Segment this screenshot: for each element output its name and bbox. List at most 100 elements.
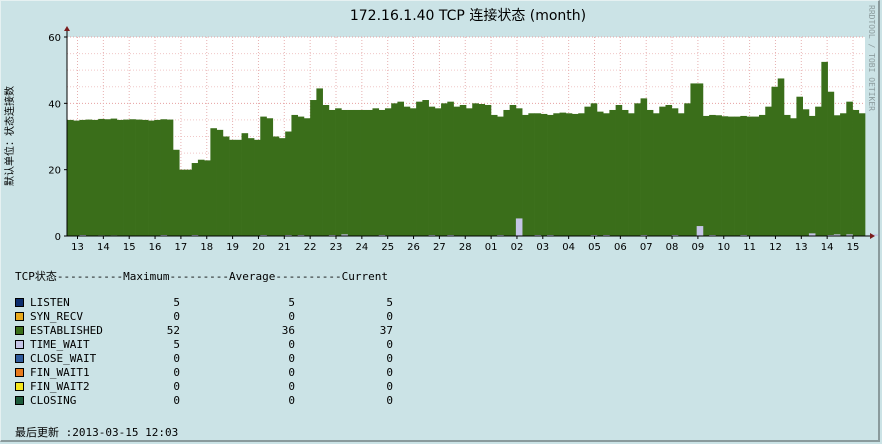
- chart-title: 172.16.1.40 TCP 连接状态 (month): [350, 7, 586, 24]
- bar-established: [172, 149, 180, 236]
- legend-name: TIME_WAIT: [30, 338, 90, 351]
- x-tick-label: 21: [278, 242, 291, 253]
- bar-time-wait: [808, 233, 816, 236]
- x-tick-label: 18: [200, 242, 213, 253]
- bar-established: [422, 100, 429, 237]
- legend-row: FIN_WAIT2 0 0 0: [15, 380, 393, 394]
- bar-established: [677, 113, 685, 236]
- bar-established: [260, 116, 267, 236]
- bar-established: [852, 109, 860, 236]
- bar-established: [646, 109, 654, 236]
- bar-established: [197, 159, 205, 236]
- legend-maximum: 0: [173, 352, 180, 365]
- bar-established: [378, 109, 386, 236]
- bar-established: [110, 118, 118, 236]
- bar-established: [833, 115, 841, 236]
- bar-established: [522, 114, 529, 236]
- bar-established: [740, 115, 747, 236]
- legend-average: 0: [288, 366, 295, 379]
- bar-established: [765, 106, 772, 237]
- legend-row: ESTABLISHED 52 36 37: [15, 324, 393, 338]
- bar-established: [621, 109, 629, 236]
- bar-established: [752, 116, 760, 236]
- bar-established: [247, 138, 255, 236]
- bar-established: [397, 101, 404, 236]
- last-updated: 最后更新 :2013-03-15 12:03: [15, 426, 179, 439]
- bar-established: [628, 113, 635, 236]
- legend-maximum: 0: [173, 394, 180, 407]
- y-axis-label: 默认单位：状态连接数: [3, 86, 16, 186]
- x-tick-label: 06: [614, 242, 627, 253]
- bar-established: [360, 109, 367, 236]
- bar-established: [696, 83, 704, 237]
- legend-current: 0: [386, 352, 393, 365]
- legend-swatch: [15, 396, 24, 405]
- bar-established: [808, 115, 816, 236]
- x-tick-label: 20: [252, 242, 265, 253]
- x-tick-label: 08: [666, 242, 679, 253]
- x-tick-label: 13: [795, 242, 808, 253]
- bar-established: [827, 91, 835, 236]
- bar-established: [547, 114, 554, 236]
- bar-established: [166, 119, 174, 236]
- bar-time-wait: [833, 234, 841, 236]
- bar-established: [241, 133, 249, 236]
- bar-established: [478, 104, 486, 236]
- bar-established: [154, 119, 161, 236]
- legend-current: 0: [386, 310, 393, 323]
- legend-maximum: 5: [173, 338, 180, 351]
- x-tick-label: 10: [717, 242, 730, 253]
- bar-established: [771, 86, 779, 236]
- legend-maximum: 5: [173, 296, 180, 309]
- bar-established: [565, 113, 573, 236]
- bar-established: [783, 114, 791, 236]
- bar-established: [727, 116, 735, 236]
- legend-row: CLOSE_WAIT 0 0 0: [15, 352, 393, 366]
- bar-established: [472, 103, 479, 236]
- legend-average: 0: [288, 338, 295, 351]
- bar-established: [272, 136, 280, 236]
- y-tick-label: 20: [48, 166, 61, 177]
- bar-established: [123, 119, 130, 236]
- bar-established: [596, 111, 604, 237]
- bar-established: [846, 101, 853, 236]
- y-tick-label: 60: [48, 33, 61, 44]
- bar-established: [590, 103, 598, 236]
- bar-established: [310, 100, 317, 237]
- bar-established: [353, 109, 361, 236]
- x-tick-label: 24: [355, 242, 368, 253]
- bar-established: [441, 103, 448, 236]
- bar-established: [266, 118, 274, 236]
- legend-average: 5: [288, 296, 295, 309]
- bar-time-wait: [515, 218, 523, 236]
- legend: TCP状态----------Maximum---------Average--…: [15, 268, 393, 408]
- bar-established: [790, 118, 797, 236]
- bar-established: [603, 113, 610, 236]
- bar-established: [129, 119, 136, 236]
- bar-established: [335, 108, 342, 236]
- legend-header: TCP状态----------Maximum---------Average--…: [15, 270, 388, 283]
- bar-established: [709, 114, 716, 236]
- bar-established: [372, 108, 380, 236]
- bar-established: [640, 98, 648, 236]
- legend-row: FIN_WAIT1 0 0 0: [15, 366, 393, 380]
- bar-established: [148, 120, 155, 236]
- bar-established: [104, 119, 111, 236]
- bar-established: [466, 108, 473, 236]
- x-tick-label: 15: [123, 242, 136, 253]
- bar-established: [759, 114, 766, 236]
- bar-established: [391, 103, 398, 236]
- bar-established: [366, 109, 373, 236]
- bar-established: [578, 113, 585, 236]
- watermark: RRDTOOL / TOBI OETIKER: [867, 5, 876, 111]
- bar-established: [222, 136, 230, 236]
- x-tick-label: 28: [459, 242, 472, 253]
- legend-average: 0: [288, 310, 295, 323]
- bar-established: [484, 104, 492, 237]
- x-tick-label: 03: [536, 242, 549, 253]
- bar-time-wait: [846, 234, 853, 236]
- bar-established: [509, 104, 517, 237]
- bar-established: [403, 106, 411, 237]
- bar-established: [796, 96, 803, 236]
